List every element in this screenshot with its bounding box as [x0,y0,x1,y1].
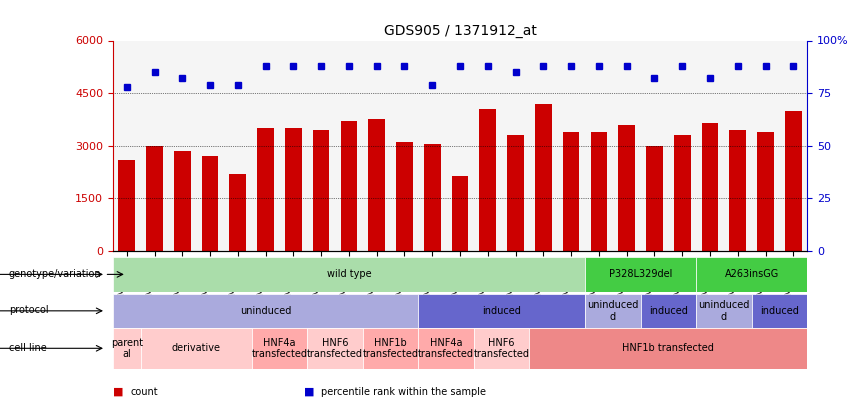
FancyBboxPatch shape [113,328,141,369]
Bar [146,146,163,251]
Text: wild type: wild type [326,269,372,279]
Text: HNF6
transfected: HNF6 transfected [474,337,529,359]
Bar [618,125,635,251]
FancyBboxPatch shape [252,328,307,369]
FancyBboxPatch shape [696,257,807,292]
Text: P328L329del: P328L329del [608,269,673,279]
FancyBboxPatch shape [641,294,696,328]
Text: HNF6
transfected: HNF6 transfected [307,337,363,359]
Text: uninduced
d: uninduced d [698,300,750,322]
Text: induced: induced [760,306,799,316]
Bar [479,109,496,251]
Text: HNF1b
transfected: HNF1b transfected [363,337,418,359]
Bar [646,146,663,251]
Bar [507,135,524,251]
Text: count: count [130,387,158,397]
Bar [201,156,219,251]
Bar [312,130,330,251]
Text: percentile rank within the sample: percentile rank within the sample [321,387,486,397]
Bar [701,123,719,251]
Bar [424,144,441,251]
FancyBboxPatch shape [307,328,363,369]
FancyBboxPatch shape [113,257,585,292]
Text: ■: ■ [304,387,314,397]
Bar [229,174,247,251]
Bar [757,132,774,251]
Bar [729,130,746,251]
Bar [368,119,385,251]
Bar [118,160,135,251]
Bar [451,176,469,251]
Text: uninduced
d: uninduced d [587,300,639,322]
FancyBboxPatch shape [585,294,641,328]
Text: HNF4a
transfected: HNF4a transfected [252,337,307,359]
Text: genotype/variation: genotype/variation [9,269,102,279]
FancyBboxPatch shape [418,328,474,369]
Text: uninduced: uninduced [240,306,292,316]
Bar [785,111,802,251]
Text: A263insGG: A263insGG [725,269,779,279]
Bar [535,104,552,251]
Bar [674,135,691,251]
FancyBboxPatch shape [418,294,585,328]
Text: HNF1b transfected: HNF1b transfected [622,343,714,353]
Text: protocol: protocol [9,305,49,315]
FancyBboxPatch shape [585,257,696,292]
Text: HNF4a
transfected: HNF4a transfected [418,337,474,359]
FancyBboxPatch shape [363,328,418,369]
FancyBboxPatch shape [141,328,252,369]
FancyBboxPatch shape [752,294,807,328]
Title: GDS905 / 1371912_at: GDS905 / 1371912_at [384,24,536,38]
Bar [285,128,302,251]
Text: induced: induced [483,306,521,316]
Bar [396,142,413,251]
FancyBboxPatch shape [113,294,418,328]
Bar [174,151,191,251]
Text: ■: ■ [113,387,123,397]
Bar [340,121,358,251]
Bar [590,132,608,251]
Text: parent
al: parent al [110,337,143,359]
Text: derivative: derivative [172,343,220,353]
FancyBboxPatch shape [696,294,752,328]
Bar [562,132,580,251]
FancyBboxPatch shape [474,328,529,369]
Bar [257,128,274,251]
Text: cell line: cell line [9,343,46,353]
FancyBboxPatch shape [529,328,807,369]
Text: induced: induced [649,306,687,316]
